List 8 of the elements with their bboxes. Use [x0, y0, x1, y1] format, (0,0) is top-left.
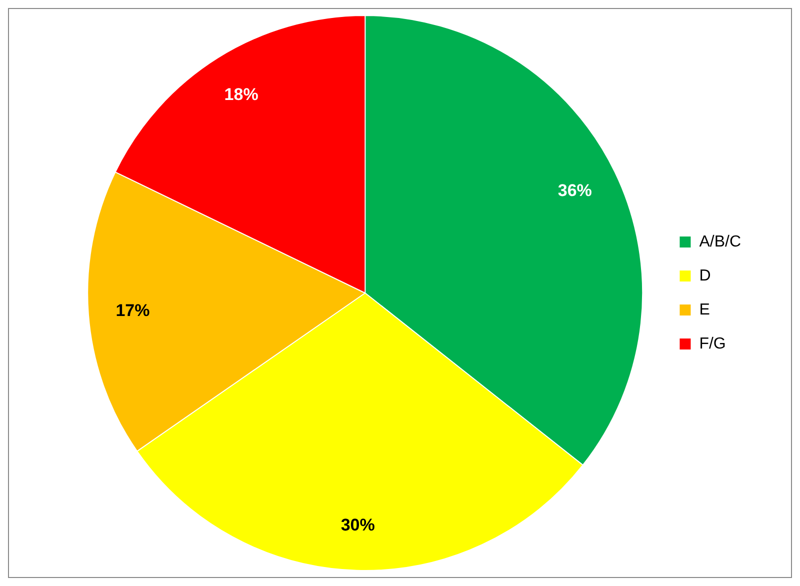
- data-label: 17%: [116, 300, 150, 320]
- data-label: 30%: [340, 516, 375, 535]
- legend-label: A/B/C: [699, 233, 742, 250]
- legend-label: D: [699, 267, 711, 284]
- legend-label: F/G: [699, 335, 726, 352]
- data-label: 36%: [558, 181, 592, 200]
- legend-label: E: [699, 301, 710, 318]
- data-label: 18%: [224, 85, 258, 104]
